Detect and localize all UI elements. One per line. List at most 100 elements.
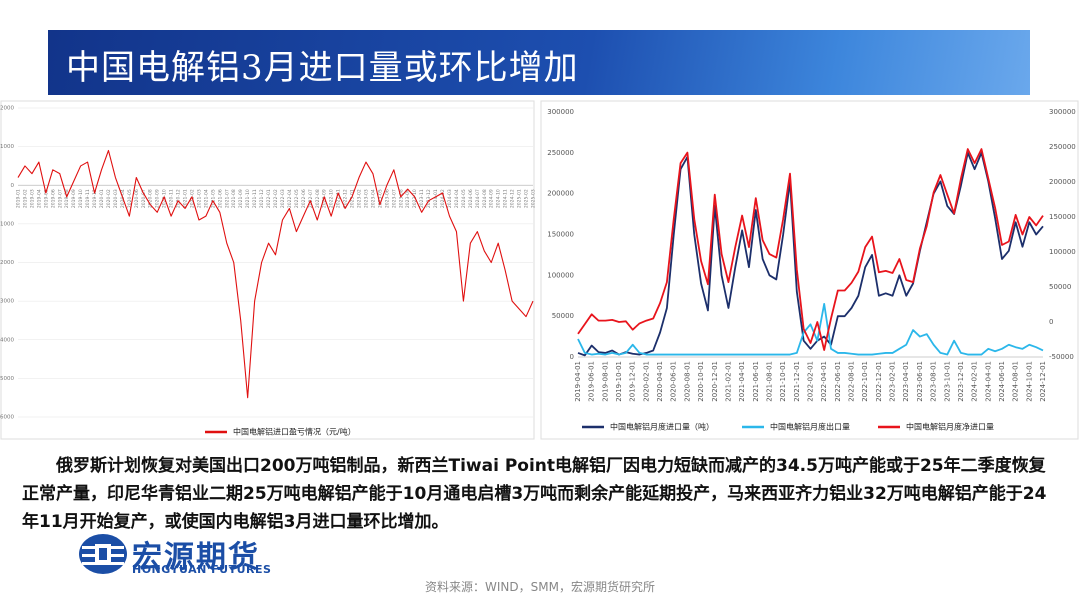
y-tick-label: -5000 xyxy=(0,376,14,382)
y-tick-label: -4000 xyxy=(0,337,14,343)
legend-label: 中国电解铝月度出口量 xyxy=(770,422,850,432)
x-tick-label: 2022-06 xyxy=(301,189,307,208)
x-tick-label: 2022-08 xyxy=(315,189,321,208)
x-tick-label: 2022-11 xyxy=(336,189,342,208)
left-panel xyxy=(0,100,535,440)
x-tick-label: 2022-10-01 xyxy=(861,361,869,402)
x-tick-label: 2022-05 xyxy=(294,189,300,208)
x-tick-label: 2022-07 xyxy=(308,189,314,208)
x-tick-label: 2023-05 xyxy=(377,189,383,208)
legend-label: 中国电解铝月度净进口量 xyxy=(906,422,994,432)
x-tick-label: 2024-11 xyxy=(503,189,509,208)
x-tick-label: 2021-10-01 xyxy=(779,361,787,402)
charts: 2000 1000 0 -1000 -2000 -3000 -4000 -5000 -6000 2… xyxy=(0,100,1079,440)
x-tick-label: 2024-02 xyxy=(440,189,446,208)
x-tick-label: 2023-12 xyxy=(426,189,432,208)
y2-tick-label: 200000 xyxy=(1049,178,1076,186)
x-tick-label: 2024-10 xyxy=(496,189,502,208)
x-tick-label: 2021-09 xyxy=(238,189,244,208)
x-tick-label: 2023-02 xyxy=(357,189,363,208)
y-tick-label: -2000 xyxy=(0,260,14,266)
y-tick-label: 2000 xyxy=(0,106,14,112)
x-tick-label: 2019-08 xyxy=(64,189,70,208)
y2-tick-label: 150000 xyxy=(1049,213,1076,221)
x-tick-label: 2021-07 xyxy=(224,189,230,208)
y-tick-label: 100000 xyxy=(547,271,574,279)
x-tick-label: 2024-07 xyxy=(475,189,481,208)
x-tick-label: 2019-06-01 xyxy=(588,361,596,402)
x-tick-label: 2020-02 xyxy=(106,189,112,208)
y-tick-label: 0 xyxy=(11,183,15,189)
x-tick-label: 2019-01 xyxy=(16,189,22,208)
y-tick-label: 200000 xyxy=(547,190,574,198)
x-tick-label: 2019-07 xyxy=(57,189,63,208)
x-tick-label: 2021-06-01 xyxy=(752,361,760,402)
x-tick-label: 2024-04 xyxy=(454,189,460,208)
x-tick-label: 2023-09 xyxy=(405,189,411,208)
x-tick-label: 2024-06-01 xyxy=(998,361,1006,402)
x-tick-label: 2024-12 xyxy=(510,189,516,208)
x-tick-label: 2019-09 xyxy=(71,189,77,208)
x-tick-label: 2020-12 xyxy=(176,189,182,208)
x-tick-label: 2024-08-01 xyxy=(1012,361,1020,402)
logo-icon xyxy=(79,534,127,574)
x-tick-label: 2019-06 xyxy=(50,189,56,208)
x-tick-label: 2021-12-01 xyxy=(793,361,801,402)
x-tick-label: 2023-06-01 xyxy=(916,361,924,402)
x-tick-label: 2023-01 xyxy=(350,189,356,208)
x-tick-label: 2019-10 xyxy=(78,189,84,208)
x-tick-label: 2020-03 xyxy=(113,189,119,208)
x-tick-label: 2020-04-01 xyxy=(656,361,664,402)
x-tick-label: 2023-10-01 xyxy=(943,361,951,402)
x-tick-label: 2019-04-01 xyxy=(574,361,582,402)
x-tick-label: 2023-04-01 xyxy=(902,361,910,402)
x-tick-label: 2022-01 xyxy=(266,189,272,208)
x-tick-label: 2019-10-01 xyxy=(615,361,623,402)
y2-tick-label: 50000 xyxy=(1049,283,1071,291)
x-tick-label: 2021-04 xyxy=(203,189,209,208)
series-line xyxy=(577,148,1044,351)
x-tick-label: 2019-12-01 xyxy=(629,361,637,402)
x-tick-label: 2020-08 xyxy=(148,189,154,208)
x-tick-label: 2021-12 xyxy=(259,189,265,208)
x-tick-label: 2019-11 xyxy=(85,189,91,208)
logo-name: 宏源期货 xyxy=(132,540,260,575)
x-tick-label: 2023-04 xyxy=(370,189,376,208)
x-tick-label: 2021-08 xyxy=(231,189,237,208)
x-tick-label: 2022-12-01 xyxy=(875,361,883,402)
y-tick-label: 1000 xyxy=(0,144,14,150)
x-tick-label: 2021-08-01 xyxy=(765,361,773,402)
x-tick-label: 2024-12-01 xyxy=(1039,361,1047,402)
x-tick-label: 2022-03 xyxy=(280,189,286,208)
x-tick-label: 2023-07 xyxy=(391,189,397,208)
series-line xyxy=(577,303,1044,356)
x-tick-label: 2024-01 xyxy=(433,189,439,208)
x-tick-label: 2019-04 xyxy=(36,189,42,208)
title-banner: 中国电解铝3月进口量或环比增加 xyxy=(48,30,1030,95)
x-tick-label: 2019-02 xyxy=(22,189,28,208)
x-tick-label: 2021-11 xyxy=(252,189,258,208)
x-tick-label: 2021-05 xyxy=(210,189,216,208)
x-tick-label: 2019-08-01 xyxy=(601,361,609,402)
x-tick-label: 2022-04-01 xyxy=(820,361,828,402)
logo-name-en: HONGYUAN FUTURES xyxy=(132,563,272,576)
x-tick-label: 2021-01 xyxy=(183,189,189,208)
y-tick-label: 50000 xyxy=(552,312,574,320)
slide-title: 中国电解铝3月进口量或环比增加 xyxy=(66,48,579,88)
x-tick-label: 2025-01 xyxy=(517,189,523,208)
x-tick-label: 2024-02-01 xyxy=(971,361,979,402)
x-tick-label: 2023-03 xyxy=(363,189,369,208)
x-tick-label: 2022-06-01 xyxy=(834,361,842,402)
x-tick-label: 2020-10-01 xyxy=(697,361,705,402)
y2-tick-label: 300000 xyxy=(1049,108,1076,116)
x-tick-label: 2020-05 xyxy=(127,189,133,208)
x-tick-label: 2025-02 xyxy=(524,189,530,208)
series-line xyxy=(17,149,534,399)
x-tick-label: 2021-03 xyxy=(196,189,202,208)
x-tick-label: 2024-06 xyxy=(468,189,474,208)
series-line xyxy=(577,151,1044,357)
x-tick-label: 2019-05 xyxy=(43,189,49,208)
x-tick-label: 2022-10 xyxy=(329,189,335,208)
y-tick-label: -3000 xyxy=(0,299,14,305)
